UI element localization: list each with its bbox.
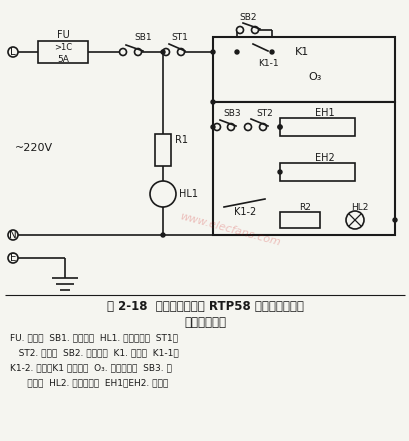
Text: HL1: HL1 bbox=[179, 189, 198, 199]
Circle shape bbox=[134, 49, 141, 56]
Bar bbox=[38, 41, 88, 63]
Circle shape bbox=[211, 100, 214, 104]
Text: K1-1: K1-1 bbox=[257, 60, 278, 68]
Text: ST2. 温控器  SB2. 消毒开关  K1. 继电器  K1-1、: ST2. 温控器 SB2. 消毒开关 K1. 继电器 K1-1、 bbox=[10, 348, 179, 358]
Text: SB2: SB2 bbox=[239, 14, 256, 22]
Text: ST2: ST2 bbox=[256, 108, 273, 117]
Bar bbox=[213, 37, 394, 102]
Circle shape bbox=[211, 50, 214, 54]
Text: 图 2-18  富信牌、三角牌 RTP58 双功能家用食具: 图 2-18 富信牌、三角牌 RTP58 双功能家用食具 bbox=[106, 300, 303, 314]
Circle shape bbox=[119, 49, 126, 56]
Text: L: L bbox=[10, 47, 16, 57]
Circle shape bbox=[259, 49, 266, 56]
Text: R2: R2 bbox=[298, 203, 310, 213]
Text: 温开关  HL2. 消毒指示灯  EH1、EH2. 发热器: 温开关 HL2. 消毒指示灯 EH1、EH2. 发热器 bbox=[10, 378, 168, 388]
Text: >1C: >1C bbox=[54, 44, 72, 52]
Text: HL2: HL2 bbox=[351, 203, 368, 213]
Circle shape bbox=[8, 47, 18, 57]
Text: SB3: SB3 bbox=[222, 108, 240, 117]
Text: ST1: ST1 bbox=[171, 34, 188, 42]
Circle shape bbox=[277, 125, 281, 129]
Circle shape bbox=[150, 181, 175, 207]
Text: 消毒柜电路图: 消毒柜电路图 bbox=[184, 315, 225, 329]
Text: R1: R1 bbox=[175, 135, 188, 145]
Circle shape bbox=[213, 123, 220, 131]
Bar bbox=[282, 66, 347, 88]
Circle shape bbox=[162, 49, 169, 56]
Circle shape bbox=[270, 50, 273, 54]
Text: FU: FU bbox=[56, 30, 69, 40]
Text: EH2: EH2 bbox=[315, 153, 334, 163]
Text: K1-2: K1-2 bbox=[233, 207, 256, 217]
Circle shape bbox=[161, 50, 164, 54]
Bar bbox=[279, 212, 319, 228]
Text: www.elecfans.com: www.elecfans.com bbox=[178, 212, 281, 248]
Circle shape bbox=[211, 125, 214, 129]
Circle shape bbox=[246, 49, 253, 56]
Circle shape bbox=[259, 123, 266, 131]
Text: EH1: EH1 bbox=[315, 108, 334, 118]
Text: FU. 熔断器  SB1. 电源开关  HL1. 电源指示灯  ST1、: FU. 熔断器 SB1. 电源开关 HL1. 电源指示灯 ST1、 bbox=[10, 333, 178, 343]
Text: E: E bbox=[10, 253, 16, 263]
Circle shape bbox=[251, 26, 258, 34]
Circle shape bbox=[227, 123, 234, 131]
Text: K1-2. 继电器K1 常开触点  O₃. 臭氧发生器  SB3. 保: K1-2. 继电器K1 常开触点 O₃. 臭氧发生器 SB3. 保 bbox=[10, 363, 172, 373]
Text: N: N bbox=[9, 230, 17, 240]
Circle shape bbox=[244, 123, 251, 131]
Text: 5A: 5A bbox=[57, 55, 69, 64]
Circle shape bbox=[345, 211, 363, 229]
Circle shape bbox=[177, 49, 184, 56]
Text: SB1: SB1 bbox=[134, 34, 151, 42]
Text: K1: K1 bbox=[294, 47, 308, 57]
Bar bbox=[155, 134, 171, 166]
Circle shape bbox=[8, 230, 18, 240]
Circle shape bbox=[234, 50, 238, 54]
Bar bbox=[282, 40, 320, 64]
Bar bbox=[213, 102, 394, 235]
Bar bbox=[279, 118, 354, 136]
Circle shape bbox=[161, 233, 164, 237]
Circle shape bbox=[277, 170, 281, 174]
Text: ~220V: ~220V bbox=[15, 143, 53, 153]
Circle shape bbox=[392, 218, 396, 222]
Circle shape bbox=[277, 125, 281, 129]
Bar bbox=[279, 163, 354, 181]
Text: O₃: O₃ bbox=[308, 72, 321, 82]
Circle shape bbox=[236, 26, 243, 34]
Circle shape bbox=[8, 253, 18, 263]
